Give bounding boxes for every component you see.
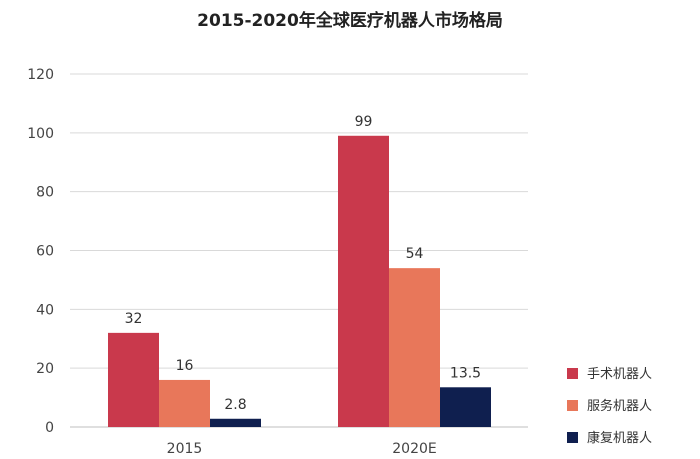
data-label: 13.5 (450, 365, 481, 381)
x-tick-label: 2020E (392, 441, 436, 457)
bar (159, 379, 210, 427)
x-tick-label: 2015 (167, 441, 203, 457)
y-tick-label: 80 (36, 185, 54, 201)
data-label: 32 (125, 311, 143, 327)
y-tick-label: 40 (36, 302, 54, 318)
y-tick-label: 120 (27, 67, 54, 83)
legend-label: 服务机器人 (587, 398, 652, 414)
bar (440, 387, 491, 427)
bar (338, 135, 389, 427)
legend-label: 康复机器人 (587, 430, 652, 446)
y-tick-label: 20 (36, 361, 54, 377)
y-tick-label: 100 (27, 126, 54, 142)
legend-swatch (567, 368, 578, 379)
legend-label: 手术机器人 (587, 367, 652, 382)
y-tick-label: 0 (45, 420, 54, 436)
data-label: 99 (355, 114, 373, 130)
legend-swatch (567, 400, 578, 411)
bar (108, 332, 159, 427)
chart-title: 2015-2020年全球医疗机器人市场格局 (197, 11, 503, 31)
bar (210, 418, 261, 427)
y-tick-label: 60 (36, 244, 54, 260)
data-label: 54 (406, 246, 424, 262)
legend-swatch (567, 432, 578, 443)
bar (389, 268, 440, 427)
data-label: 16 (176, 358, 194, 374)
data-label: 2.8 (224, 397, 246, 413)
